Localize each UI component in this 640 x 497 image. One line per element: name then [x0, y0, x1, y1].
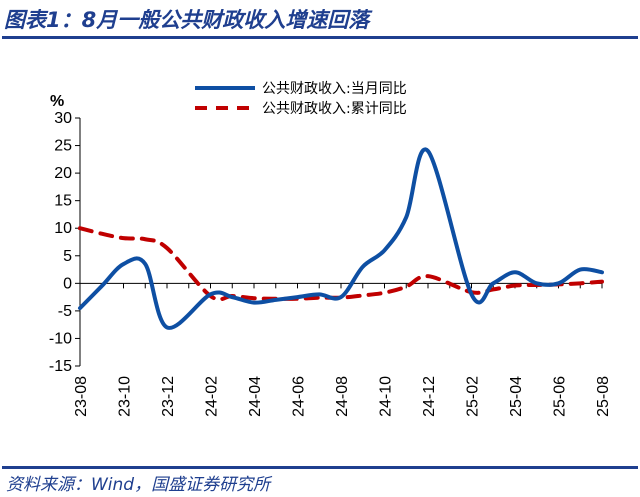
x-tick-label: 23-10 — [117, 376, 134, 417]
series-layer — [78, 147, 604, 330]
x-tick-label: 25-08 — [595, 376, 612, 417]
y-tick-label: -15 — [49, 358, 72, 375]
series-line-cumulative-yoy — [78, 226, 604, 302]
x-axis: 23-08 23-10 23-12 24-02 24-04 24-06 24-08 24-10… — [73, 282, 612, 417]
title-underline — [2, 36, 638, 39]
y-tick-label: 20 — [54, 165, 72, 182]
source-divider — [2, 466, 638, 469]
series-line-monthly-yoy — [78, 147, 604, 330]
x-tick-label: 24-12 — [421, 376, 438, 417]
line-chart: -15 -10 -5 0 5 10 15 20 25 30 23-08 23-10 23-12 24-0… — [49, 81, 612, 417]
x-tick-label: 24-08 — [334, 376, 351, 417]
legend-label: 公共财政收入:当月同比 — [262, 81, 407, 97]
y-tick-label: 15 — [54, 193, 72, 210]
x-tick-label: 24-10 — [378, 376, 395, 417]
y-tick-label: 5 — [63, 248, 72, 265]
source-note: 资料来源：Wind，国盛证券研究所 — [6, 475, 271, 495]
x-tick-label: 25-04 — [508, 376, 525, 417]
y-tick-label: -10 — [49, 330, 72, 347]
x-tick-label: 24-04 — [247, 376, 264, 417]
y-tick-label: -5 — [58, 303, 72, 320]
y-axis-unit-label: % — [50, 93, 64, 110]
y-tick-label: 30 — [54, 110, 72, 127]
x-tick-label: 25-02 — [465, 376, 482, 417]
legend-label: 公共财政收入:累计同比 — [262, 101, 407, 117]
y-tick-label: 0 — [63, 275, 72, 292]
y-tick-label: 25 — [54, 138, 72, 155]
y-tick-label: 10 — [54, 220, 72, 237]
x-tick-label: 23-12 — [160, 376, 177, 417]
y-axis: -15 -10 -5 0 5 10 15 20 25 30 — [49, 110, 81, 375]
x-tick-label: 24-06 — [291, 376, 308, 417]
x-tick-label: 23-08 — [73, 376, 90, 417]
x-tick-label: 24-02 — [204, 376, 221, 417]
figure-title: 图表1：8月一般公共财政收入增速回落 — [4, 8, 370, 32]
x-tick-label: 25-06 — [552, 376, 569, 417]
